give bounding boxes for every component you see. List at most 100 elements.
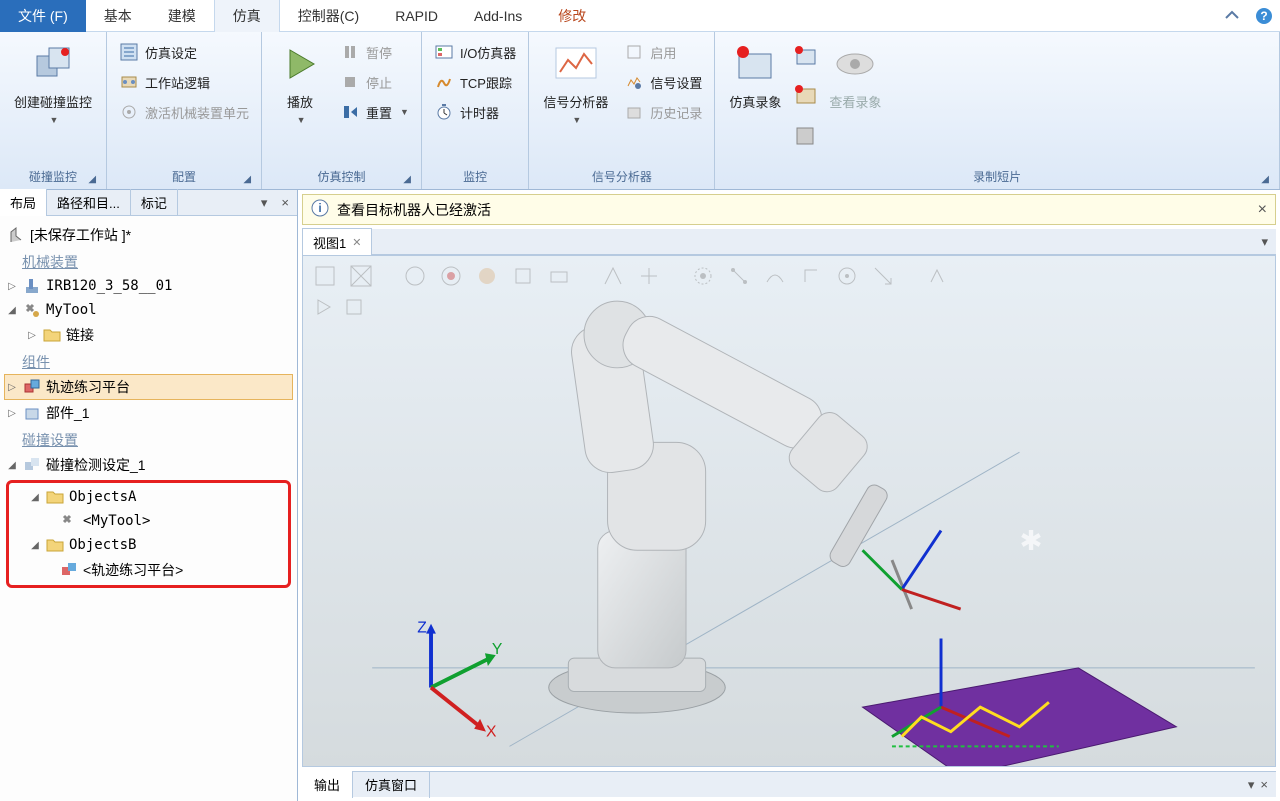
tree-mytool[interactable]: ◢ MyTool xyxy=(4,298,293,322)
tab-output[interactable]: 输出 xyxy=(302,771,353,798)
tree-colldet[interactable]: ◢ 碰撞检测设定_1 xyxy=(4,452,293,478)
tcp-trace-label: TCP跟踪 xyxy=(460,73,512,92)
sim-record-button[interactable]: 仿真录象 xyxy=(723,36,787,115)
expand-icon[interactable]: ▷ xyxy=(6,408,18,419)
panel-dropdown-icon[interactable]: ▾ xyxy=(255,195,274,211)
collapse-icon[interactable]: ◢ xyxy=(29,492,41,503)
left-panel: 布局 路径和目... 标记 ▾ × [未保存工作站 ]* 机械装置 ▷ IRB1… xyxy=(0,190,298,801)
info-text: 查看目标机器人已经激活 xyxy=(337,200,491,220)
pause-button[interactable]: 暂停 xyxy=(336,40,413,64)
launcher-icon[interactable]: ◢ xyxy=(403,174,411,185)
tree-irb[interactable]: ▷ IRB120_3_58__01 xyxy=(4,274,293,298)
expand-icon[interactable]: ▷ xyxy=(6,281,18,292)
tcp-trace-button[interactable]: TCP跟踪 xyxy=(430,70,520,94)
view-record-icon xyxy=(831,40,879,88)
svg-text:Y: Y xyxy=(492,641,503,658)
collapse-icon[interactable]: ◢ xyxy=(6,305,18,316)
tree-trackplatform[interactable]: ▷ 轨迹练习平台 xyxy=(4,374,293,400)
group-simctrl: 播放 ▼ 暂停 停止 重置▼ 仿真控制◢ xyxy=(262,32,422,189)
view-tabs-dropdown-icon[interactable]: ▾ xyxy=(1253,234,1276,250)
link-label: 链接 xyxy=(66,325,94,345)
robot-icon xyxy=(22,277,42,295)
collision-icon xyxy=(29,40,77,88)
tab-controller[interactable]: 控制器(C) xyxy=(280,0,377,32)
tree-part1[interactable]: ▷ 部件_1 xyxy=(4,400,293,426)
history-button[interactable]: 历史记录 xyxy=(620,100,706,124)
panel-close-icon[interactable]: × xyxy=(273,195,297,210)
tab-addins[interactable]: Add-Ins xyxy=(456,2,540,30)
tool-icon xyxy=(22,301,42,319)
part-icon xyxy=(59,561,79,579)
info-bar: i 查看目标机器人已经激活 × xyxy=(302,194,1276,225)
view-tab-1[interactable]: 视图1 ✕ xyxy=(302,228,372,256)
group-collision: 创建碰撞监控 ▼ 碰撞监控◢ xyxy=(0,32,107,189)
expand-icon[interactable]: ▷ xyxy=(26,330,38,341)
collapse-icon[interactable]: ◢ xyxy=(29,540,41,551)
section-mech: 机械装置 xyxy=(4,248,293,274)
station-label: [未保存工作站 ]* xyxy=(30,225,131,245)
close-tab-icon[interactable]: ✕ xyxy=(352,236,361,249)
station-icon xyxy=(6,226,26,244)
tab-simwindow[interactable]: 仿真窗口 xyxy=(353,771,430,798)
tab-basic[interactable]: 基本 xyxy=(86,0,150,32)
tab-modeling[interactable]: 建模 xyxy=(150,0,214,32)
reset-button[interactable]: 重置▼ xyxy=(336,100,413,124)
folder-icon xyxy=(45,536,65,554)
3d-scene: Z Y X ✱ xyxy=(303,256,1275,766)
tree-objB-child[interactable]: <轨迹练习平台> xyxy=(9,557,288,583)
signal-settings-button[interactable]: 信号设置 xyxy=(620,70,706,94)
panel-dropdown-icon[interactable]: ▾ xyxy=(1248,777,1255,793)
chevron-down-icon: ▼ xyxy=(297,115,306,125)
analyzer-label: 信号分析器 xyxy=(543,92,608,111)
tree-objA-child[interactable]: <MyTool> xyxy=(9,509,288,533)
chevron-down-icon: ▼ xyxy=(50,115,59,125)
3d-viewport[interactable]: Z Y X ✱ xyxy=(302,255,1276,767)
play-button[interactable]: 播放 ▼ xyxy=(270,36,330,129)
station-logic-button[interactable]: 工作站逻辑 xyxy=(115,70,253,94)
create-collision-button[interactable]: 创建碰撞监控 ▼ xyxy=(8,36,98,129)
tree-objectsB[interactable]: ◢ ObjectsB xyxy=(9,533,288,557)
part-icon xyxy=(22,404,42,422)
objA-child-label: <MyTool> xyxy=(83,513,150,529)
station-node[interactable]: [未保存工作站 ]* xyxy=(4,222,293,248)
io-simulator-button[interactable]: I/O仿真器 xyxy=(430,40,520,64)
minimize-ribbon-icon[interactable] xyxy=(1222,6,1242,26)
timer-icon xyxy=(434,102,454,122)
part1-label: 部件_1 xyxy=(46,403,90,423)
info-close-icon[interactable]: × xyxy=(1258,201,1267,219)
tab-modify[interactable]: 修改 xyxy=(540,0,604,32)
tree-link[interactable]: ▷ 链接 xyxy=(4,322,293,348)
tab-tag[interactable]: 标记 xyxy=(131,189,178,216)
record-gfx-icon[interactable] xyxy=(793,85,817,110)
stop-record-icon[interactable] xyxy=(793,124,817,149)
panel-close-icon[interactable]: × xyxy=(1260,777,1268,793)
stop-button[interactable]: 停止 xyxy=(336,70,413,94)
collapse-icon[interactable]: ◢ xyxy=(6,460,18,471)
launcher-icon[interactable]: ◢ xyxy=(243,174,251,185)
tab-simulation[interactable]: 仿真 xyxy=(214,0,280,32)
stop-label: 停止 xyxy=(366,73,392,92)
timer-button[interactable]: 计时器 xyxy=(430,100,520,124)
tab-path-target[interactable]: 路径和目... xyxy=(47,189,131,216)
activate-mech-button[interactable]: 激活机械装置单元 xyxy=(115,100,253,124)
group-record-title: 录制短片 xyxy=(973,170,1021,184)
enable-icon xyxy=(624,42,644,62)
record-app-icon[interactable] xyxy=(793,46,817,71)
sim-settings-button[interactable]: 仿真设定 xyxy=(115,40,253,64)
play-label: 播放 xyxy=(287,92,313,111)
layout-tree: [未保存工作站 ]* 机械装置 ▷ IRB120_3_58__01 ◢ MyTo… xyxy=(0,216,297,801)
tab-file[interactable]: 文件 (F) xyxy=(0,0,86,32)
help-icon[interactable]: ? xyxy=(1254,6,1274,26)
launcher-icon[interactable]: ◢ xyxy=(88,174,96,185)
view-record-button[interactable]: 查看录象 xyxy=(823,36,887,115)
group-monitor: I/O仿真器 TCP跟踪 计时器 监控 xyxy=(422,32,529,189)
tree-objectsA[interactable]: ◢ ObjectsA xyxy=(9,485,288,509)
tab-rapid[interactable]: RAPID xyxy=(377,2,456,30)
io-icon xyxy=(434,42,454,62)
expand-icon[interactable]: ▷ xyxy=(6,382,18,393)
tab-layout[interactable]: 布局 xyxy=(0,189,47,216)
launcher-icon[interactable]: ◢ xyxy=(1261,174,1269,185)
trackplatform-label: 轨迹练习平台 xyxy=(46,377,130,397)
enable-signal-button[interactable]: 启用 xyxy=(620,40,706,64)
signal-analyzer-button[interactable]: 信号分析器 ▼ xyxy=(537,36,614,129)
